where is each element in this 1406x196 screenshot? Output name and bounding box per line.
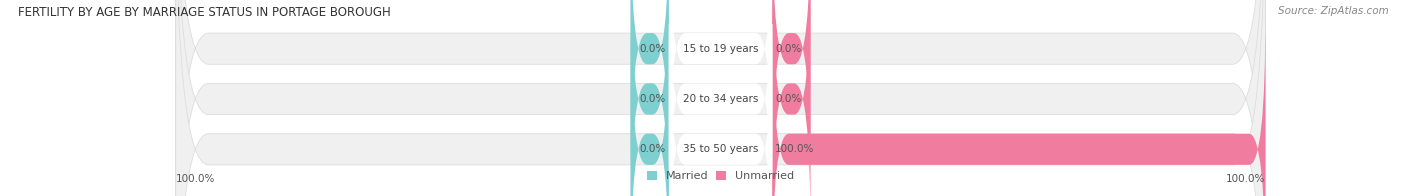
- Text: 15 to 19 years: 15 to 19 years: [683, 44, 758, 54]
- Text: 20 to 34 years: 20 to 34 years: [683, 94, 758, 104]
- FancyBboxPatch shape: [772, 0, 810, 196]
- Text: FERTILITY BY AGE BY MARRIAGE STATUS IN PORTAGE BOROUGH: FERTILITY BY AGE BY MARRIAGE STATUS IN P…: [18, 6, 391, 19]
- Text: 100.0%: 100.0%: [1226, 174, 1265, 184]
- Text: 0.0%: 0.0%: [640, 94, 666, 104]
- FancyBboxPatch shape: [631, 0, 669, 184]
- FancyBboxPatch shape: [669, 0, 772, 184]
- FancyBboxPatch shape: [176, 0, 1265, 196]
- FancyBboxPatch shape: [176, 0, 1265, 196]
- Text: 0.0%: 0.0%: [775, 44, 801, 54]
- Text: 100.0%: 100.0%: [775, 144, 814, 154]
- Text: 0.0%: 0.0%: [640, 44, 666, 54]
- FancyBboxPatch shape: [772, 14, 1265, 196]
- Text: Source: ZipAtlas.com: Source: ZipAtlas.com: [1278, 6, 1389, 16]
- FancyBboxPatch shape: [176, 0, 1265, 196]
- Legend: Married, Unmarried: Married, Unmarried: [648, 171, 793, 181]
- FancyBboxPatch shape: [669, 0, 772, 196]
- FancyBboxPatch shape: [631, 0, 669, 196]
- Text: 0.0%: 0.0%: [775, 94, 801, 104]
- Text: 100.0%: 100.0%: [176, 174, 215, 184]
- Text: 35 to 50 years: 35 to 50 years: [683, 144, 758, 154]
- FancyBboxPatch shape: [669, 14, 772, 196]
- Text: 0.0%: 0.0%: [640, 144, 666, 154]
- FancyBboxPatch shape: [631, 14, 669, 196]
- FancyBboxPatch shape: [772, 0, 810, 184]
